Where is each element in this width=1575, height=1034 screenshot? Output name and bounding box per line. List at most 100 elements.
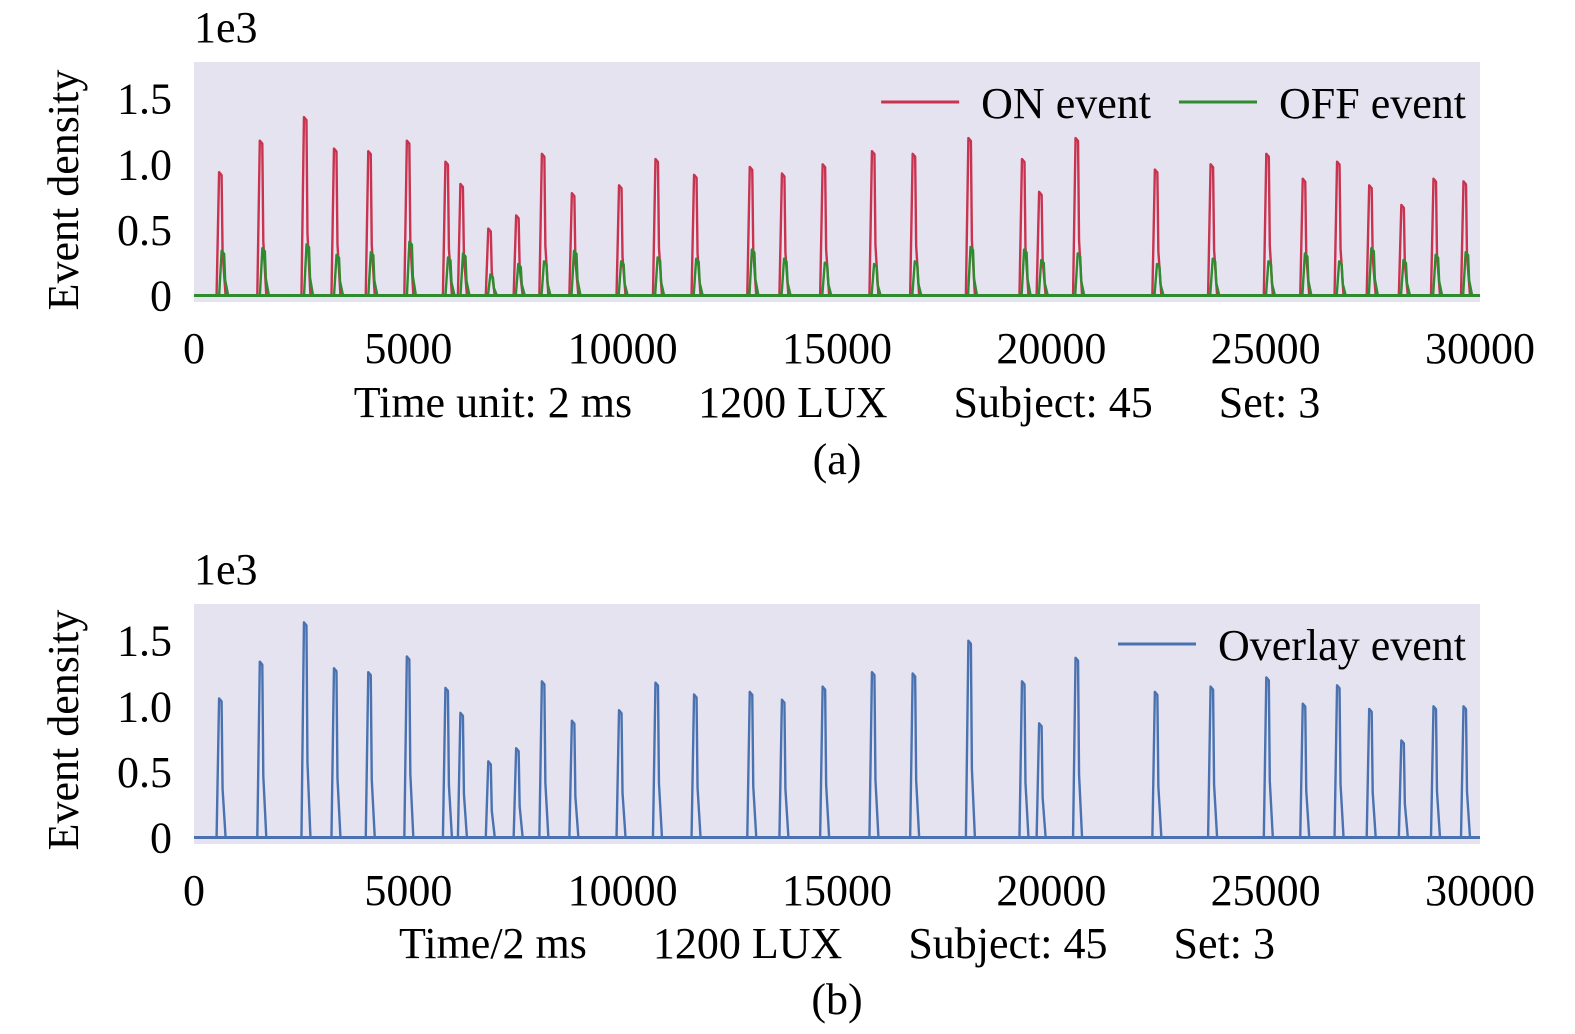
panel-label-a: (a) xyxy=(813,435,862,484)
spike xyxy=(1367,247,1380,296)
spike xyxy=(870,262,882,296)
spike xyxy=(330,667,342,838)
spike xyxy=(484,760,496,838)
spike xyxy=(217,249,230,296)
spike xyxy=(690,693,702,838)
x-axis-label-b: Time/2 ms 1200 LUX Subject: 45 Set: 3 xyxy=(399,919,1275,968)
y-tick-label: 1.5 xyxy=(117,617,172,666)
y-tick-label: 0.5 xyxy=(117,748,172,797)
y-multiplier-b: 1e3 xyxy=(194,545,258,594)
y-tick-label: 1.5 xyxy=(117,75,172,124)
legend-a: OFF event ON event xyxy=(881,79,1466,128)
x-tick-label: 30000 xyxy=(1425,324,1535,373)
legend-b: Overlay event xyxy=(1118,621,1466,670)
spike xyxy=(332,253,345,296)
spike xyxy=(1365,707,1377,838)
spike xyxy=(746,690,758,838)
spike xyxy=(1206,685,1219,838)
y-tick-label: 0 xyxy=(150,813,172,862)
spike xyxy=(818,685,831,838)
x-tick-label: 10000 xyxy=(568,324,678,373)
y-tick-label: 0 xyxy=(150,271,172,320)
spike xyxy=(653,256,666,296)
spike xyxy=(538,680,550,838)
legend-label: Overlay event xyxy=(1218,621,1466,670)
x-tick-label: 25000 xyxy=(1211,866,1321,915)
spike xyxy=(258,247,271,296)
spike xyxy=(1262,676,1275,838)
x-tick-label: 10000 xyxy=(568,866,678,915)
series-group-b xyxy=(194,621,1480,839)
spike xyxy=(215,697,227,838)
y-ticks-b: 0 0.5 1.0 1.5 xyxy=(117,617,172,863)
x-tick-label: 5000 xyxy=(364,866,452,915)
series-group-a xyxy=(194,115,1480,297)
spike xyxy=(367,250,379,296)
spike xyxy=(1333,684,1345,838)
spike xyxy=(778,698,790,838)
spike xyxy=(617,260,629,296)
spike xyxy=(512,747,524,838)
spike xyxy=(868,670,880,838)
y-tick-label: 0.5 xyxy=(117,206,172,255)
spike xyxy=(441,686,454,838)
x-tick-label: 5000 xyxy=(364,324,452,373)
x-tick-label: 25000 xyxy=(1211,324,1321,373)
spike xyxy=(1461,250,1474,296)
spike xyxy=(1151,690,1163,838)
x-tick-label: 20000 xyxy=(996,866,1106,915)
spike xyxy=(748,248,760,296)
spike xyxy=(966,245,979,296)
spike xyxy=(1037,258,1049,296)
spike xyxy=(1431,253,1444,296)
spike xyxy=(1429,705,1442,838)
x-tick-label: 30000 xyxy=(1425,866,1535,915)
spike xyxy=(302,243,315,296)
spike xyxy=(256,660,268,838)
spike xyxy=(1153,262,1165,296)
legend-label: OFF event xyxy=(1279,79,1466,128)
x-tick-label: 0 xyxy=(183,324,205,373)
series-off-event xyxy=(194,240,1480,297)
x-tick-label: 20000 xyxy=(996,324,1106,373)
spike xyxy=(364,670,376,838)
panel-label-b: (b) xyxy=(811,975,862,1024)
panel-b: 0 0.5 1.0 1.5 0 5000 10000 15000 20000 25000 3000… xyxy=(39,545,1535,1024)
x-axis-label-a: Time unit: 2 ms 1200 LUX Subject: 45 Set… xyxy=(354,378,1320,427)
spike xyxy=(403,655,415,838)
spike xyxy=(1399,258,1412,296)
spike xyxy=(908,672,921,838)
x-ticks-b: 0 5000 10000 15000 20000 25000 30000 xyxy=(183,866,1535,915)
spike xyxy=(651,681,664,838)
x-ticks-a: 0 5000 10000 15000 20000 25000 30000 xyxy=(183,324,1535,373)
legend-label: ON event xyxy=(981,79,1151,128)
spike xyxy=(405,240,418,296)
spike xyxy=(456,711,469,838)
x-tick-label: 15000 xyxy=(782,866,892,915)
spike xyxy=(568,719,580,838)
spike xyxy=(1074,252,1086,296)
spike xyxy=(1018,680,1030,838)
spike xyxy=(486,273,499,296)
spike xyxy=(300,621,312,838)
spike xyxy=(444,256,456,296)
spike xyxy=(459,252,471,296)
x-tick-label: 0 xyxy=(183,866,205,915)
spike xyxy=(1459,705,1472,838)
spike xyxy=(1299,702,1311,838)
y-axis-label-a: Event density xyxy=(39,70,88,311)
y-tick-label: 1.0 xyxy=(117,140,172,189)
spike xyxy=(514,262,526,296)
spike xyxy=(692,257,704,296)
spike xyxy=(821,261,833,296)
spike xyxy=(1264,260,1277,296)
series-overlay-event xyxy=(194,621,1480,839)
spike xyxy=(911,260,923,296)
y-multiplier-a: 1e3 xyxy=(194,3,258,52)
spike xyxy=(615,709,627,838)
spike xyxy=(780,257,792,296)
spike xyxy=(868,149,880,296)
spike xyxy=(1209,257,1221,296)
panel-a: 0 0.5 1.0 1.5 0 5000 10000 15000 20000 25000 3000… xyxy=(39,3,1535,484)
